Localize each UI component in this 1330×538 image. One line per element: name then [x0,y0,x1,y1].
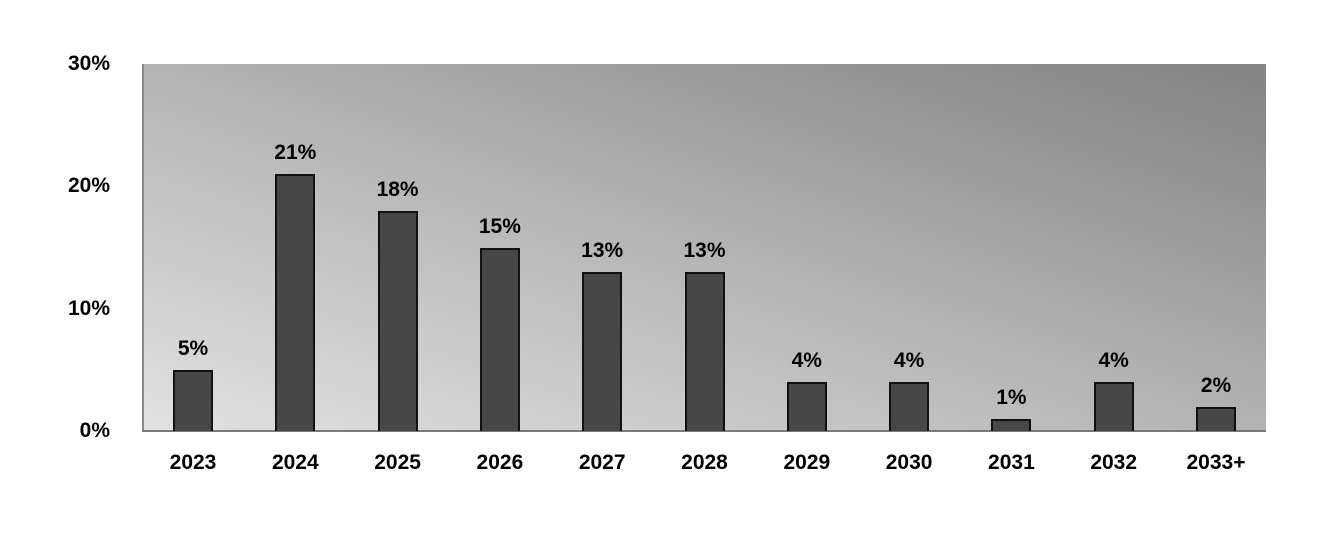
bar-2029 [786,382,827,431]
value-label: 15% [478,214,521,238]
y-tick-label: 30% [67,52,110,75]
value-label: 13% [581,238,624,262]
x-tick-label: 2023 [169,451,217,474]
x-tick-label: 2027 [578,451,626,474]
y-tick-label: 10% [67,296,110,320]
x-tick-label: 2024 [271,451,319,474]
value-label: 2% [1200,373,1232,397]
bar-2030 [889,382,930,431]
y-tick-label: 0% [79,419,110,442]
value-label: 5% [177,336,209,360]
value-label: 13% [683,238,726,262]
bar-2031 [991,418,1032,431]
y-tick-label: 20% [67,174,110,198]
bar-2025 [377,210,418,431]
x-tick-label: 2029 [783,451,831,474]
bar-2032 [1093,382,1134,431]
x-tick-label: 2030 [885,451,933,474]
value-label: 4% [791,349,822,373]
value-label: 4% [1098,349,1129,373]
x-tick-label: 2032 [1090,451,1138,474]
bar-2026 [479,247,520,431]
bar-2033+ [1196,406,1236,431]
value-label: 18% [376,177,419,201]
value-label: 4% [893,349,925,373]
x-tick-label: 2031 [988,451,1035,474]
x-axis-line [142,430,1266,432]
x-tick-label: 2028 [681,451,728,474]
bar-2023 [173,369,213,431]
value-label: 21% [274,141,317,165]
bar-2024 [275,174,316,431]
bar-2028 [684,271,725,431]
x-tick-label: 2025 [374,451,421,474]
bar-2027 [582,271,623,431]
x-tick-label: 2033+ [1186,451,1246,474]
x-tick-label: 2026 [476,451,524,474]
value-label: 1% [996,385,1027,409]
